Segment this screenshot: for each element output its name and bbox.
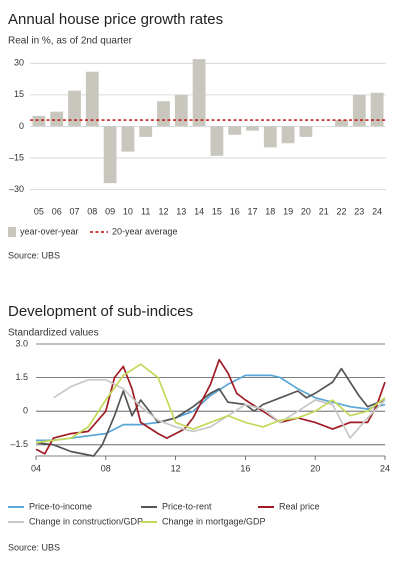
bar [174, 94, 188, 127]
x-tick-label: 15 [212, 206, 222, 216]
bar [85, 71, 99, 127]
y-tick-label: –1.5 [10, 439, 28, 449]
x-tick-label: 18 [265, 206, 275, 216]
legend-label: Real price [279, 501, 320, 511]
x-tick-label: 14 [194, 206, 204, 216]
bar [281, 126, 295, 144]
bar [335, 120, 348, 127]
bar [32, 115, 46, 127]
x-tick-label: 11 [141, 206, 150, 216]
y-tick-label: 0 [23, 406, 28, 416]
legend-label: Price-to-income [29, 501, 92, 511]
x-tick-label: 23 [354, 206, 364, 216]
x-tick-label: 05 [34, 206, 44, 216]
source: Source: UBS [8, 250, 60, 260]
legend-label: Change in mortgage/GDP [162, 516, 266, 526]
y-tick-label: 1.5 [15, 372, 28, 382]
x-tick-label: 10 [123, 206, 133, 216]
chart-subtitle: Real in %, as of 2nd quarter [8, 36, 133, 47]
y-tick-label: –30 [9, 184, 24, 194]
x-tick-label: 24 [380, 463, 390, 473]
chart-title: Development of sub-indices [8, 303, 193, 320]
bar [263, 126, 277, 148]
x-tick-label: 04 [31, 463, 41, 473]
bar [370, 92, 384, 127]
legend-swatch [8, 227, 16, 237]
source: Source: UBS [8, 542, 60, 552]
bar [157, 101, 170, 127]
x-tick-label: 06 [52, 206, 62, 216]
bar [246, 126, 259, 131]
x-tick-label: 20 [301, 206, 311, 216]
x-tick-label: 21 [319, 206, 329, 216]
x-tick-label: 07 [69, 206, 79, 216]
bar [228, 126, 242, 135]
legend-label: 20-year average [112, 226, 178, 236]
bar [50, 111, 64, 127]
x-tick-label: 16 [240, 463, 250, 473]
y-tick-label: 3.0 [15, 338, 28, 348]
bar [299, 126, 313, 137]
y-tick-label: 15 [14, 89, 24, 99]
bar [139, 126, 153, 137]
legend-label: Change in construction/GDP [29, 516, 143, 526]
x-tick-label: 24 [372, 206, 382, 216]
x-tick-label: 09 [105, 206, 115, 216]
series-line [53, 378, 386, 439]
y-tick-label: 30 [14, 58, 24, 68]
legend-label: Price-to-rent [162, 501, 212, 511]
bar [352, 94, 366, 127]
x-tick-label: 20 [310, 463, 320, 473]
x-tick-label: 19 [283, 206, 293, 216]
x-tick-label: 08 [87, 206, 97, 216]
chart-title: Annual house price growth rates [8, 11, 223, 28]
y-tick-label: –15 [9, 152, 24, 162]
series-line [35, 363, 386, 444]
bar [210, 126, 224, 156]
bar [121, 126, 135, 152]
x-tick-label: 17 [247, 206, 257, 216]
bar [68, 90, 81, 127]
x-tick-label: 16 [230, 206, 240, 216]
x-tick-label: 22 [336, 206, 346, 216]
series-line [35, 358, 386, 455]
x-tick-label: 12 [158, 206, 168, 216]
chart-subtitle: Standardized values [8, 328, 99, 339]
x-tick-label: 12 [171, 463, 181, 473]
y-tick-label: 0 [19, 121, 24, 131]
x-tick-label: 08 [101, 463, 111, 473]
series-line [35, 367, 386, 457]
x-tick-label: 13 [176, 206, 186, 216]
bar [103, 126, 117, 184]
bar [192, 59, 206, 127]
legend-label: year-over-year [20, 226, 79, 236]
